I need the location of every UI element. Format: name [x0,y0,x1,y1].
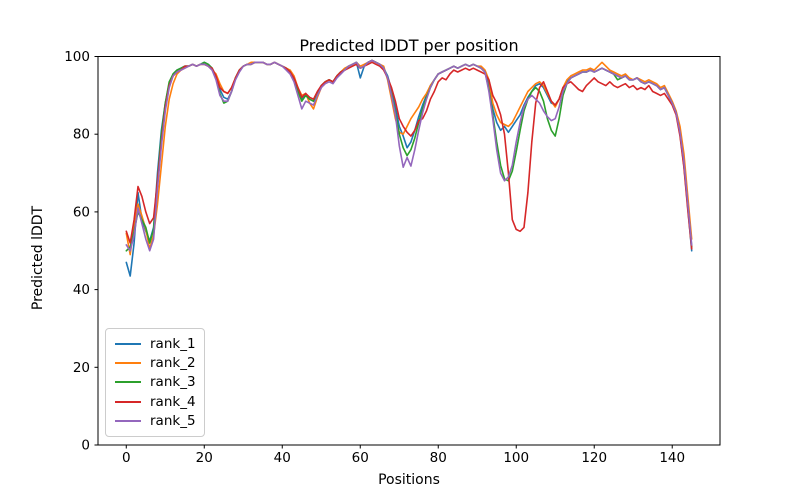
legend-item-rank_3: rank_3 [115,374,196,391]
chart-title: Predicted lDDT per position [299,36,519,55]
x-tick-label: 60 [352,450,369,466]
series-line-rank_3 [125,59,693,252]
legend-label: rank_4 [150,393,196,410]
legend-label: rank_1 [150,335,196,352]
legend-line-sample [115,400,141,403]
series-line-rank_1 [125,59,693,277]
y-tick-label: 40 [73,282,90,298]
x-tick-label: 140 [659,450,685,466]
legend-line-sample [115,362,141,365]
series-lines [125,59,693,277]
legend-line-sample [115,420,141,423]
legend-item-rank_2: rank_2 [115,355,196,372]
legend-line-sample [115,342,141,345]
x-tick-label: 120 [581,450,607,466]
legend-label: rank_2 [150,355,196,372]
legend-item-rank_1: rank_1 [115,335,196,352]
plot-area-border [97,56,721,446]
legend-item-rank_4: rank_4 [115,393,196,410]
y-tick-label: 20 [73,360,90,376]
x-axis-label: Positions [378,472,440,488]
x-tick-label: 40 [274,450,291,466]
series-line-rank_4 [125,61,693,250]
x-tick-label: 100 [503,450,529,466]
y-axis-label: Predicted lDDT [30,205,46,311]
x-tick-label: 20 [196,450,213,466]
series-line-rank_2 [125,59,693,256]
legend-label: rank_3 [150,374,196,391]
legend-item-rank_5: rank_5 [115,413,196,430]
y-tick-label: 0 [81,438,90,454]
legend: rank_1 rank_2 rank_3 rank_4 rank_5 [105,328,205,437]
x-tick-label: 0 [122,450,131,466]
series-line-rank_5 [125,59,693,252]
y-tick-label: 80 [73,127,90,143]
legend-line-sample [115,381,141,384]
legend-label: rank_5 [150,413,196,430]
y-tick-label: 60 [73,204,90,220]
x-tick-label: 80 [430,450,447,466]
y-tick-label: 100 [64,49,90,65]
axis-ticks: 0 20 40 60 80 100 120 140 0 20 40 60 80 100 [64,49,685,466]
